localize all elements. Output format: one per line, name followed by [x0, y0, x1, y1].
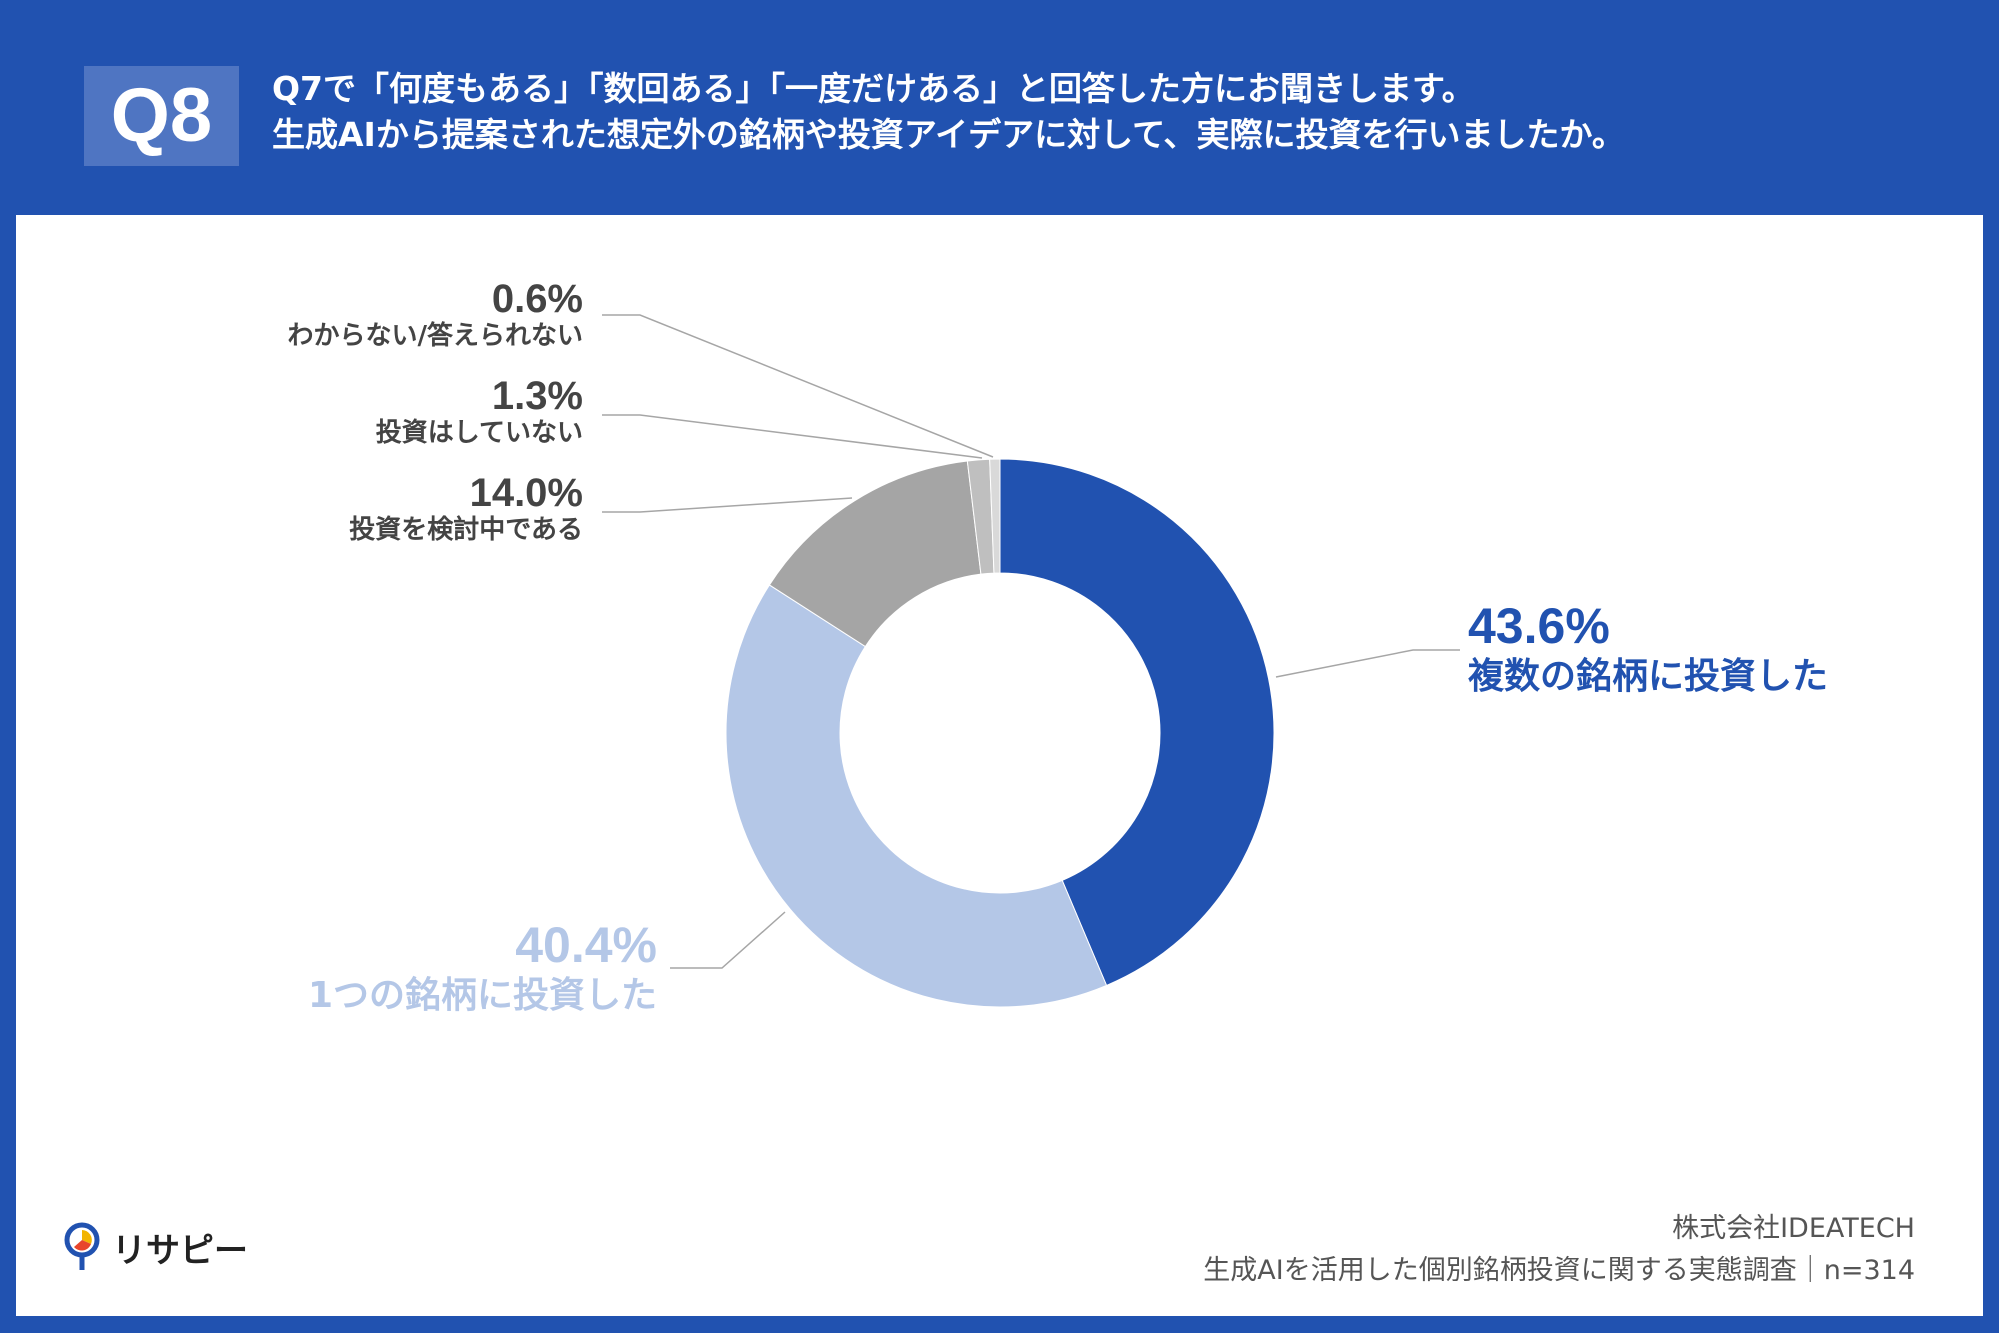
source-credit: 株式会社IDEATECH 生成AIを活用した個別銘柄投資に関する実態調査｜n=3… — [1203, 1208, 1915, 1292]
slice-value-label: 0.6% — [491, 277, 583, 321]
leader-line — [1275, 649, 1460, 678]
slice-category-label: わからない/答えられない — [287, 321, 584, 351]
slice-label-not-invested: 1.3% 投資はしていない — [376, 375, 583, 449]
question-text: Q7で「何度もある」「数回ある」「一度だけある」と回答した方にお聞きします。 生… — [272, 66, 1972, 158]
slice-value-label: 1.3% — [491, 374, 583, 418]
slice-dont-know — [989, 458, 1001, 574]
slice-value-label: 43.6% — [1468, 598, 1610, 654]
slice-value-label: 14.0% — [469, 471, 583, 515]
brand-logo: リサピー — [62, 1222, 248, 1272]
logo-text: リサピー — [112, 1230, 248, 1271]
slice-multiple-stocks — [999, 458, 1275, 987]
company-name: 株式会社IDEATECH — [1672, 1213, 1915, 1244]
slice-category-label: 投資はしていない — [375, 418, 583, 448]
slice-category-label: 1つの銘柄に投資した — [307, 975, 657, 1016]
question-line-1: Q7で「何度もある」「数回ある」「一度だけある」と回答した方にお聞きします。 — [272, 69, 1475, 108]
slice-value-label: 40.4% — [515, 917, 657, 973]
leader-line — [602, 414, 983, 459]
slice-category-label: 複数の銘柄に投資した — [1468, 656, 1829, 697]
slice-label-single-stock: 40.4% 1つの銘柄に投資した — [308, 917, 657, 1019]
slice-single-stock — [725, 584, 1108, 1008]
pin-logo-icon — [64, 1222, 100, 1270]
chart-panel — [16, 215, 1983, 1316]
slice-label-dont-know: 0.6% わからない/答えられない — [288, 278, 584, 352]
slice-label-multiple-stocks: 43.6% 複数の銘柄に投資した — [1468, 598, 1828, 700]
leader-line — [670, 911, 786, 969]
survey-name: 生成AIを活用した個別銘柄投資に関する実態調査｜n=314 — [1203, 1255, 1915, 1286]
slice-category-label: 投資を検討中である — [349, 515, 583, 545]
slice-label-considering: 14.0% 投資を検討中である — [349, 472, 583, 546]
question-number-badge: Q8 — [84, 66, 239, 166]
question-line-2: 生成AIから提案された想定外の銘柄や投資アイデアに対して、実際に投資を行いました… — [272, 115, 1625, 154]
header: Q8 Q7で「何度もある」「数回ある」「一度だけある」と回答した方にお聞きします… — [0, 0, 1999, 215]
leader-line — [602, 497, 853, 513]
leader-line — [602, 314, 994, 458]
